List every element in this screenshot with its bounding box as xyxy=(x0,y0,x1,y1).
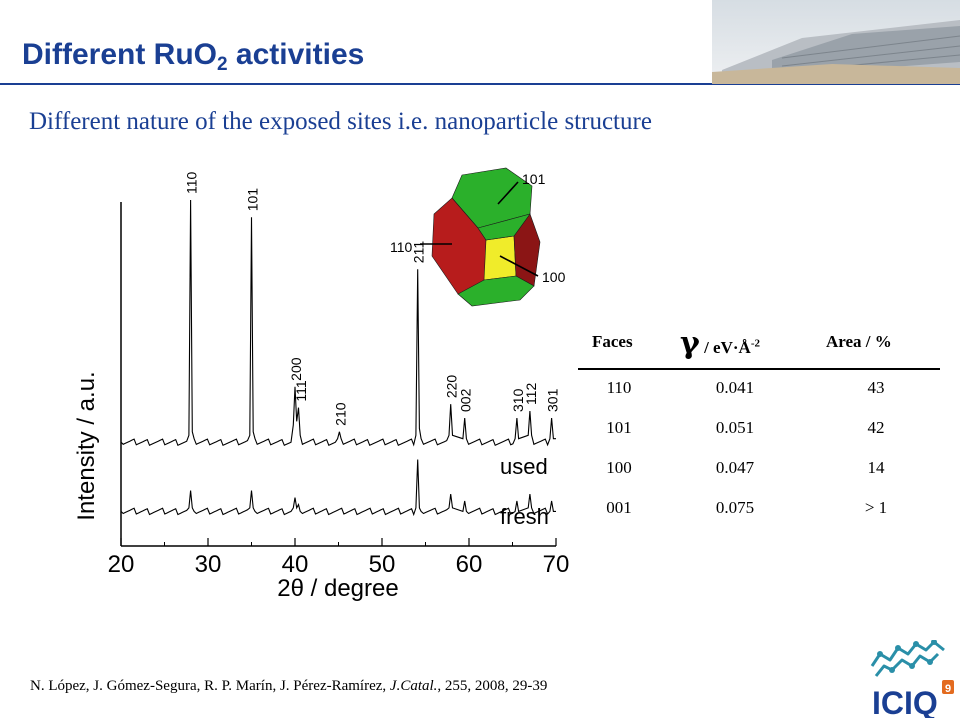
peak-label: 200 xyxy=(288,357,304,381)
logo-text: ICIQ xyxy=(872,685,938,718)
citation: N. López, J. Gómez-Segura, R. P. Marín, … xyxy=(30,678,548,694)
series-label-used: used xyxy=(500,454,548,479)
series-label-fresh: fresh xyxy=(500,504,549,529)
peak-label: 101 xyxy=(245,188,261,212)
table-cell-area: > 1 xyxy=(864,498,888,517)
face-green-top-small xyxy=(477,213,531,241)
peak-label: 301 xyxy=(545,388,561,412)
x-tick-label: 50 xyxy=(369,551,396,578)
slide-subtitle: Different nature of the exposed sites i.… xyxy=(29,108,652,135)
peak-label: 220 xyxy=(444,375,460,399)
table-cell-area: 43 xyxy=(867,378,885,397)
x-tick-label: 20 xyxy=(108,551,135,578)
peak-label: 112 xyxy=(523,383,539,406)
table-cell-area: 14 xyxy=(867,458,885,477)
chart-series xyxy=(120,199,556,517)
slide-title: Different RuO2 activities xyxy=(22,38,365,75)
peak-label: 111 xyxy=(293,380,309,401)
x-axis-ticks: 20 30 40 50 60 70 xyxy=(108,538,570,578)
table-cell-gamma: 0.041 xyxy=(715,378,755,397)
x-tick-label: 60 xyxy=(456,551,483,578)
col-header-faces: Faces xyxy=(592,332,633,351)
table-cell-gamma: 0.075 xyxy=(715,498,755,517)
x-tick-label: 30 xyxy=(195,551,222,578)
peak-label: 310 xyxy=(510,388,526,412)
surface-energy-table: Faces γ / eV·Å-2 Area / % 110 0.041 43 1… xyxy=(578,318,940,528)
table-cell-gamma: 0.051 xyxy=(715,418,755,437)
series-line-fresh xyxy=(120,459,556,517)
nanoparticle-shape: 101 110 100 xyxy=(390,167,566,307)
table-cell-gamma: 0.047 xyxy=(715,458,755,477)
x-axis-label: 2θ / degree xyxy=(277,575,398,602)
table-cell-face: 001 xyxy=(606,498,632,517)
face-bottom xyxy=(457,275,535,307)
building-photo xyxy=(712,0,960,84)
table-cell-face: 110 xyxy=(606,378,632,397)
col-header-area: Area / % xyxy=(826,332,892,351)
peak-label: 002 xyxy=(458,388,474,412)
col-header-gamma: γ / eV·Å-2 xyxy=(680,326,760,361)
crystal-label-110: 110 xyxy=(390,239,413,255)
series-line-used xyxy=(120,199,556,447)
peak-label: 210 xyxy=(332,402,348,426)
x-tick-label: 40 xyxy=(282,551,309,578)
iciq-logo: ICIQ 9 xyxy=(870,640,954,718)
peak-label: 110 xyxy=(184,171,200,194)
table-cell-face: 100 xyxy=(606,458,632,477)
logo-badge: 9 xyxy=(945,683,951,695)
table-rule xyxy=(578,368,940,370)
face-100-center xyxy=(483,235,517,281)
table-cell-face: 101 xyxy=(606,418,632,437)
x-tick-label: 70 xyxy=(543,551,570,578)
crystal-label-100: 100 xyxy=(542,269,566,285)
peak-label: 211 xyxy=(411,241,427,264)
table-cell-area: 42 xyxy=(867,418,885,437)
y-axis-label: Intensity / a.u. xyxy=(73,371,100,520)
crystal-label-101: 101 xyxy=(522,171,546,187)
title-divider xyxy=(0,83,960,85)
